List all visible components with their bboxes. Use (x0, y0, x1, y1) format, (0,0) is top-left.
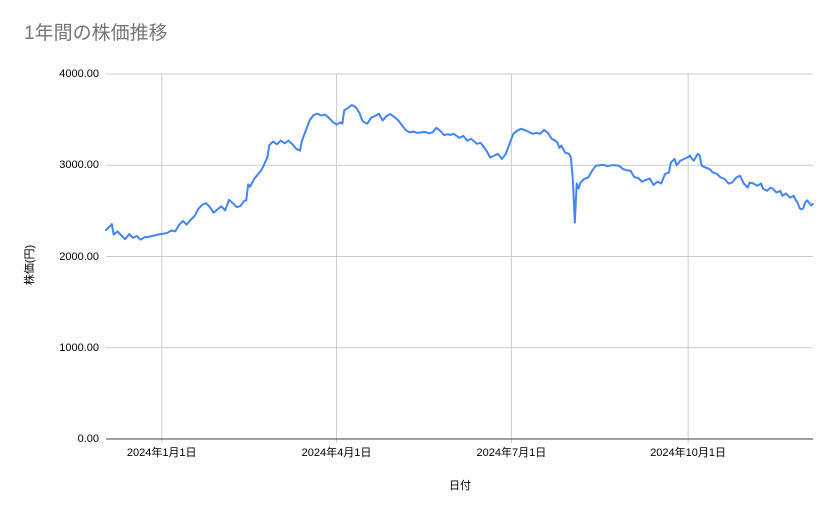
y-tick-label: 0.00 (77, 433, 99, 445)
x-tick-label: 2024年4月1日 (301, 447, 372, 459)
x-tick-label: 2024年7月1日 (476, 447, 547, 459)
y-tick-label: 4000.00 (59, 68, 99, 80)
chart-title: 1年間の株価推移 (24, 23, 168, 44)
y-tick-label: 1000.00 (59, 341, 99, 354)
y-tick-label: 2000.00 (59, 250, 99, 263)
x-axis-title: 日付 (449, 480, 471, 492)
x-tick-label: 2024年10月1日 (650, 447, 727, 459)
x-tick-label: 2024年1月1日 (126, 447, 197, 459)
price-line-series (105, 104, 814, 241)
y-tick-label: 3000.00 (59, 159, 99, 172)
